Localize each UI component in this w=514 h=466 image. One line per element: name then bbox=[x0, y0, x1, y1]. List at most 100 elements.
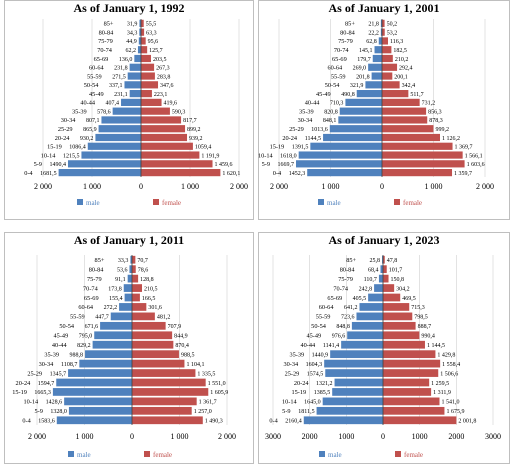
female-value-label: 1 506,6 bbox=[440, 371, 458, 377]
age-group-label: 75-79 bbox=[338, 38, 353, 45]
female-value-label: 844,9 bbox=[174, 334, 188, 340]
female-value-label: 78,6 bbox=[138, 267, 149, 273]
age-group-label: 75-79 bbox=[338, 276, 353, 283]
male-bar bbox=[121, 98, 141, 106]
age-group-label: 20-24 bbox=[55, 135, 71, 142]
male-bar bbox=[368, 63, 382, 71]
age-group-label: 60-64 bbox=[319, 304, 335, 311]
female-bar bbox=[382, 28, 385, 36]
female-value-label: 1 257,0 bbox=[194, 409, 212, 415]
female-value-label: 990,4 bbox=[421, 334, 435, 340]
male-value-label: 1108,7 bbox=[61, 362, 77, 368]
female-value-label: 95,6 bbox=[148, 39, 159, 45]
male-value-label: 242,8 bbox=[359, 286, 373, 292]
age-group-label: 85+ bbox=[95, 257, 105, 264]
age-group-label: 35-39 bbox=[289, 351, 304, 358]
male-value-label: 1452,3 bbox=[289, 171, 306, 177]
female-value-label: 1 551,0 bbox=[208, 381, 226, 387]
male-value-label: 1645,0 bbox=[304, 400, 321, 406]
female-value-label: 182,5 bbox=[393, 48, 407, 54]
male-value-label: 405,5 bbox=[353, 296, 367, 302]
male-bar bbox=[85, 350, 132, 359]
age-group-label: 55-59 bbox=[316, 314, 331, 321]
x-tick-label: 1 000 bbox=[322, 182, 340, 191]
female-bar bbox=[383, 303, 410, 311]
male-value-label: 1215,5 bbox=[63, 153, 80, 159]
male-bar bbox=[138, 37, 141, 45]
male-bar bbox=[339, 107, 382, 115]
x-tick-label: 0 bbox=[381, 432, 385, 441]
chart-title: As of January 1, 1992 bbox=[73, 1, 185, 15]
male-bar bbox=[139, 28, 141, 36]
age-group-label: 25-29 bbox=[285, 370, 300, 377]
female-bar bbox=[382, 90, 409, 98]
pyramid-panel-1992: As of January 1, 1992 85+ 31,9 55,5 80-84 34… bbox=[4, 0, 254, 220]
male-value-label: 1086,4 bbox=[69, 145, 86, 151]
male-value-label: 1385,5 bbox=[314, 390, 331, 396]
age-group-label: 45-49 bbox=[316, 91, 331, 98]
male-value-label: 201,8 bbox=[356, 74, 370, 80]
x-tick-label: 2 000 bbox=[476, 182, 494, 191]
age-group-label: 65-69 bbox=[332, 56, 347, 63]
female-bar bbox=[382, 72, 393, 80]
female-bar bbox=[132, 350, 179, 359]
male-bar bbox=[68, 406, 132, 415]
male-value-label: 723,6 bbox=[341, 315, 355, 321]
male-value-label: 1490,4 bbox=[49, 162, 66, 168]
female-value-label: 342,4 bbox=[402, 83, 416, 89]
pyramid-chart-2023: 85+ 25,8 47,8 80-84 68,4 101,7 75-79 110,7 150,8… bbox=[265, 255, 501, 459]
female-value-label: 1 144,5 bbox=[427, 343, 445, 349]
male-bar bbox=[338, 116, 382, 124]
female-bar bbox=[132, 331, 173, 340]
age-group-label: 80-84 bbox=[89, 266, 105, 273]
female-value-label: 590,3 bbox=[172, 109, 186, 115]
x-tick-label: 1 000 bbox=[181, 182, 199, 191]
female-value-label: 939,2 bbox=[189, 136, 203, 142]
female-value-label: 1 311,9 bbox=[433, 390, 451, 396]
male-bar bbox=[56, 378, 132, 387]
age-group-label: 20-24 bbox=[294, 380, 310, 387]
age-group-label: 85+ bbox=[346, 257, 356, 264]
age-group-label: 0-4 bbox=[269, 418, 278, 425]
female-value-label: 999,2 bbox=[435, 127, 449, 133]
female-value-label: 125,7 bbox=[149, 48, 163, 54]
age-group-label: 70-74 bbox=[334, 47, 350, 54]
female-bar bbox=[141, 72, 155, 80]
legend-female-swatch bbox=[153, 199, 159, 205]
female-value-label: 223,1 bbox=[154, 92, 168, 98]
male-bar bbox=[52, 388, 132, 396]
age-group-label: 30-34 bbox=[283, 361, 299, 368]
male-bar bbox=[58, 169, 141, 177]
male-bar bbox=[374, 284, 383, 292]
male-value-label: 1440,9 bbox=[312, 352, 329, 358]
female-bar bbox=[141, 46, 148, 54]
male-bar bbox=[95, 133, 141, 142]
male-bar bbox=[322, 397, 383, 406]
male-bar bbox=[345, 98, 382, 106]
x-tick-label: 1000 bbox=[338, 432, 354, 441]
male-value-label: 25,8 bbox=[370, 258, 381, 264]
male-bar bbox=[124, 81, 141, 89]
female-value-label: 1 566,1 bbox=[465, 153, 483, 159]
female-bar bbox=[141, 169, 221, 177]
female-bar bbox=[383, 378, 430, 387]
female-bar bbox=[383, 284, 395, 292]
female-value-label: 101,7 bbox=[389, 267, 403, 273]
age-group-label: 50-54 bbox=[325, 82, 341, 89]
age-group-label: 5-9 bbox=[34, 161, 42, 168]
male-bar bbox=[98, 125, 141, 133]
female-value-label: 63,3 bbox=[146, 30, 157, 36]
age-group-label: 45-49 bbox=[306, 333, 321, 340]
male-bar bbox=[129, 90, 141, 98]
male-bar bbox=[129, 63, 141, 71]
female-bar bbox=[141, 142, 193, 150]
female-bar bbox=[132, 359, 185, 368]
female-bar bbox=[132, 265, 136, 274]
female-value-label: 1 191,9 bbox=[201, 153, 219, 159]
male-value-label: 145,1 bbox=[359, 48, 373, 54]
male-bar bbox=[372, 54, 382, 63]
age-group-label: 30-34 bbox=[298, 117, 314, 124]
male-bar bbox=[139, 19, 141, 27]
male-value-label: 44,9 bbox=[126, 39, 137, 45]
female-bar bbox=[132, 378, 206, 387]
